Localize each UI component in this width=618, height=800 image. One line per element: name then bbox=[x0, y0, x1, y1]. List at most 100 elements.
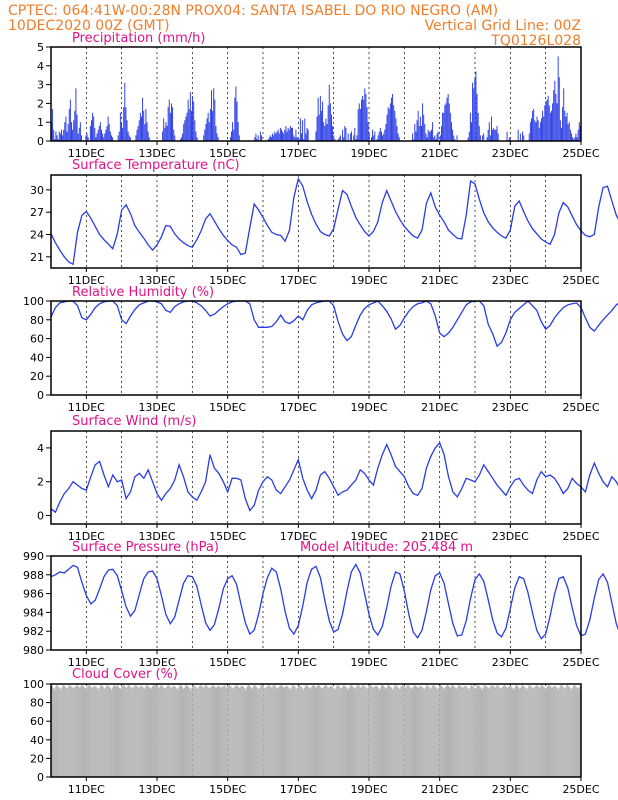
data-bar bbox=[271, 137, 272, 141]
data-bar bbox=[225, 687, 227, 777]
data-bar bbox=[448, 103, 450, 141]
data-bar bbox=[142, 97, 144, 141]
data-bar bbox=[481, 689, 483, 777]
data-bar bbox=[95, 137, 97, 141]
data-bar bbox=[284, 129, 286, 141]
data-bar bbox=[534, 120, 536, 141]
data-bar bbox=[199, 685, 201, 777]
data-bar bbox=[133, 686, 135, 777]
data-bar bbox=[204, 129, 206, 141]
data-bar bbox=[204, 685, 206, 777]
data-bar bbox=[543, 686, 545, 777]
panel-title: Surface Temperature (nC) bbox=[72, 158, 240, 173]
data-bar bbox=[507, 686, 509, 777]
data-bar bbox=[472, 82, 474, 141]
data-bar bbox=[564, 110, 566, 141]
x-tick-label: 13DEC bbox=[138, 274, 175, 287]
data-bar bbox=[246, 685, 248, 777]
data-bar bbox=[427, 129, 429, 141]
data-bar bbox=[504, 685, 506, 777]
data-bar bbox=[452, 129, 454, 141]
data-bar bbox=[473, 88, 475, 141]
data-bar bbox=[135, 135, 137, 141]
data-bar bbox=[269, 135, 271, 141]
data-bar bbox=[217, 685, 219, 777]
data-bar bbox=[54, 689, 56, 777]
data-bar bbox=[572, 137, 574, 141]
data-bar bbox=[217, 137, 219, 141]
data-bar bbox=[79, 687, 81, 777]
data-bar bbox=[60, 689, 62, 777]
y-tick-label: 80 bbox=[30, 314, 44, 327]
data-bar bbox=[571, 687, 573, 777]
data-bar bbox=[223, 684, 225, 777]
data-bar bbox=[238, 687, 240, 777]
data-bar bbox=[214, 99, 216, 141]
data-bar bbox=[180, 685, 182, 777]
data-bar bbox=[569, 687, 571, 777]
data-bar bbox=[154, 685, 156, 777]
data-bar bbox=[195, 686, 197, 777]
data-bar bbox=[55, 131, 57, 141]
data-bar bbox=[277, 129, 279, 141]
data-bar bbox=[346, 687, 348, 777]
data-bar bbox=[467, 687, 469, 777]
data-bar bbox=[338, 685, 340, 777]
data-bar bbox=[243, 687, 245, 777]
x-tick-label: 15DEC bbox=[209, 530, 246, 543]
data-bar bbox=[102, 133, 104, 141]
data-bar bbox=[550, 686, 552, 777]
panel-5: Cloud Cover (%) 0 20 40 60 80 100 11DEC 13DEC 15D… bbox=[23, 667, 600, 796]
x-tick-label: 19DEC bbox=[350, 401, 387, 414]
data-bar bbox=[304, 685, 306, 777]
data-bar bbox=[492, 685, 494, 777]
data-bar bbox=[165, 686, 167, 777]
panel-frame bbox=[50, 300, 582, 396]
data-bar bbox=[471, 684, 473, 777]
data-bar bbox=[329, 686, 331, 777]
data-bar bbox=[86, 686, 88, 777]
data-bar bbox=[487, 687, 489, 777]
data-bar bbox=[508, 685, 510, 777]
data-bar bbox=[193, 101, 195, 141]
data-bar bbox=[227, 685, 229, 777]
x-tick-label: 17DEC bbox=[280, 147, 317, 160]
y-tick-label: 2 bbox=[37, 97, 44, 110]
data-bar bbox=[234, 97, 236, 141]
data-bar bbox=[397, 686, 399, 777]
data-bar bbox=[394, 110, 396, 141]
data-bar bbox=[573, 684, 575, 777]
x-tick-label: 13DEC bbox=[138, 147, 175, 160]
data-bar bbox=[71, 686, 73, 777]
data-bar bbox=[493, 127, 495, 141]
data-bar bbox=[553, 685, 555, 777]
data-bar bbox=[538, 686, 540, 777]
data-bar bbox=[92, 686, 94, 777]
data-bar bbox=[236, 685, 238, 777]
data-bar bbox=[578, 122, 580, 141]
data-bar bbox=[256, 139, 258, 141]
data-bar bbox=[545, 101, 547, 141]
data-bar bbox=[318, 114, 320, 141]
data-bar bbox=[339, 686, 341, 777]
data-bar bbox=[193, 684, 195, 777]
data-bar bbox=[196, 687, 198, 777]
data-bar bbox=[359, 109, 361, 141]
data-bar bbox=[355, 686, 357, 777]
data-bar bbox=[390, 686, 392, 777]
data-bar bbox=[166, 125, 168, 141]
data-bar bbox=[522, 684, 524, 777]
data-bar bbox=[184, 120, 186, 141]
data-bar bbox=[108, 124, 110, 141]
x-tick-label: 25DEC bbox=[562, 656, 599, 669]
y-tick-label: 100 bbox=[23, 678, 44, 691]
data-bar bbox=[300, 686, 302, 777]
data-bar bbox=[428, 131, 430, 141]
data-bar bbox=[424, 687, 426, 777]
data-bar bbox=[475, 687, 477, 777]
data-bar bbox=[272, 133, 274, 141]
data-bar bbox=[139, 686, 141, 777]
data-bar bbox=[187, 685, 189, 777]
data-bar bbox=[226, 686, 228, 777]
data-bar bbox=[439, 135, 441, 141]
